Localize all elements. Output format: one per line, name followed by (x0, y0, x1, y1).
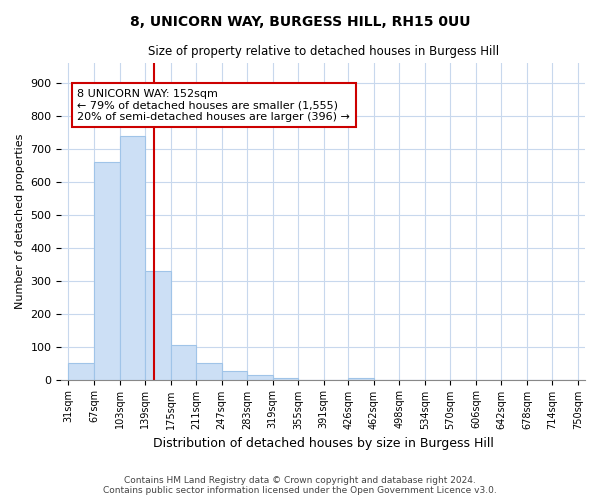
Text: 8, UNICORN WAY, BURGESS HILL, RH15 0UU: 8, UNICORN WAY, BURGESS HILL, RH15 0UU (130, 15, 470, 29)
Bar (221, 372, 247, 380)
Text: Contains HM Land Registry data © Crown copyright and database right 2024.
Contai: Contains HM Land Registry data © Crown c… (103, 476, 497, 495)
Text: 8 UNICORN WAY: 152sqm
← 79% of detached houses are smaller (1,555)
20% of semi-d: 8 UNICORN WAY: 152sqm ← 79% of detached … (77, 88, 350, 122)
Bar (247, 374, 272, 380)
Y-axis label: Number of detached properties: Number of detached properties (15, 134, 25, 309)
Bar (145, 271, 170, 380)
Bar (170, 345, 196, 380)
Bar (349, 378, 374, 380)
Bar (94, 162, 119, 380)
Title: Size of property relative to detached houses in Burgess Hill: Size of property relative to detached ho… (148, 45, 499, 58)
X-axis label: Distribution of detached houses by size in Burgess Hill: Distribution of detached houses by size … (153, 437, 494, 450)
Bar (272, 378, 298, 380)
Bar (119, 136, 145, 380)
Bar (196, 363, 221, 380)
Bar (68, 363, 94, 380)
